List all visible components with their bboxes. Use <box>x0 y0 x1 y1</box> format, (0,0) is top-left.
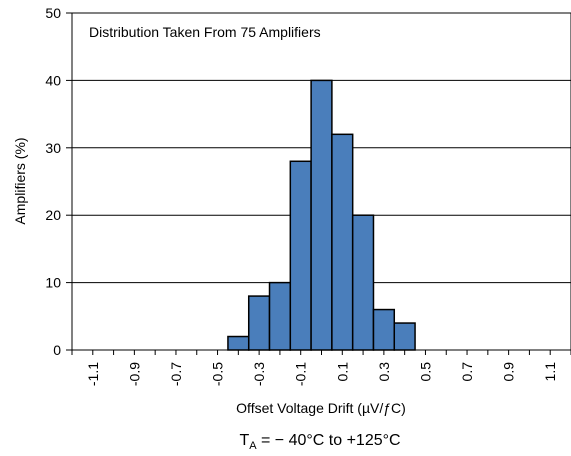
footer-subscript: A <box>249 440 257 452</box>
histogram-bar <box>310 79 333 351</box>
y-axis-label: Amplifiers (%) <box>12 137 28 224</box>
x-tick-label: 0.3 <box>376 362 392 382</box>
histogram-bar <box>372 308 396 351</box>
x-tick-label: 0.5 <box>417 362 433 382</box>
histogram-bar <box>227 335 250 351</box>
histogram-bar <box>351 214 375 351</box>
y-tick-label: 50 <box>45 5 61 21</box>
histogram-bar <box>268 281 292 351</box>
histogram-bar <box>289 160 312 351</box>
histogram-bar <box>247 295 271 351</box>
y-tick-label: 40 <box>45 72 61 88</box>
x-tick-label: -0.3 <box>251 362 267 386</box>
y-tick-label: 0 <box>53 342 61 358</box>
bars <box>227 79 416 351</box>
x-tick-label: 1.1 <box>542 362 558 382</box>
x-tick-label: -0.9 <box>126 362 142 386</box>
x-tick-label: -0.5 <box>210 362 226 386</box>
histogram-bar <box>331 133 354 351</box>
footer-range: = − 40°C to +125°C <box>257 432 401 449</box>
x-tick-label: -0.7 <box>168 362 184 386</box>
temperature-range-note: TA = − 40°C to +125°C <box>239 432 400 452</box>
footer-prefix: T <box>239 432 249 449</box>
chart-annotation: Distribution Taken From 75 Amplifiers <box>89 24 321 40</box>
y-tick-label: 20 <box>45 207 61 223</box>
x-tick-label: 0.1 <box>334 362 350 382</box>
y-tick-label: 30 <box>45 140 61 156</box>
y-axis-ticks: 0 10 20 30 40 50 <box>45 5 72 358</box>
x-tick-label: -1.1 <box>85 362 101 386</box>
y-tick-label: 10 <box>45 275 61 291</box>
x-tick-label: 0.9 <box>501 362 517 382</box>
x-tick-label: -0.1 <box>293 362 309 386</box>
x-axis-ticks: -1.1 -0.9 -0.7 -0.5 -0.3 -0.1 0.1 0.3 0.5 0.7 0.9 1… <box>71 350 571 386</box>
x-axis-label: Offset Voltage Drift (µV/ƒC) <box>236 400 406 416</box>
x-tick-label: 0.7 <box>459 362 475 382</box>
histogram-bar <box>393 322 416 351</box>
